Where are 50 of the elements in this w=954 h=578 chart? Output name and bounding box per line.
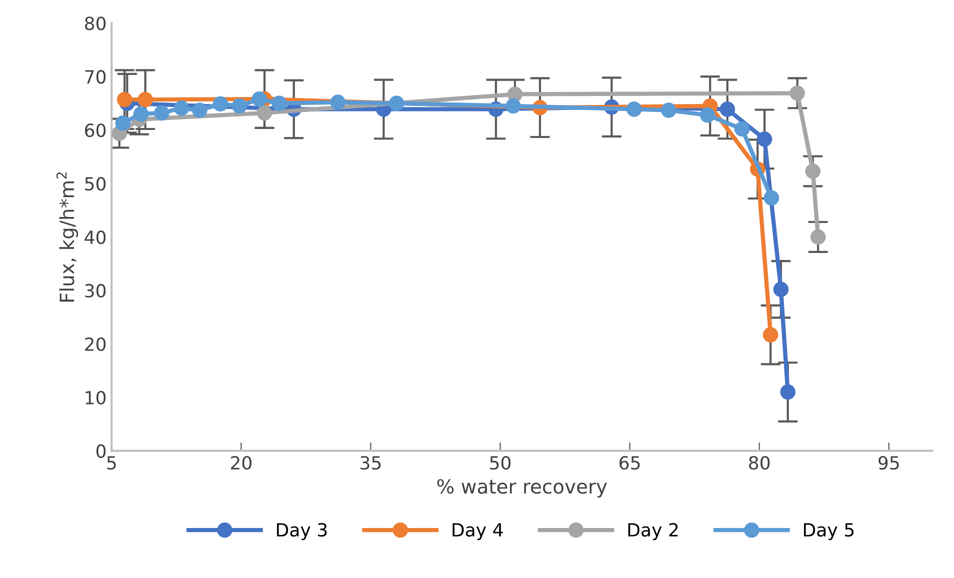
y-tick-label: 30 bbox=[85, 284, 106, 298]
point bbox=[330, 94, 346, 110]
point bbox=[661, 102, 676, 118]
y-tick-label: 50 bbox=[85, 176, 106, 191]
point bbox=[115, 115, 130, 131]
y-tick-label: 70 bbox=[85, 70, 106, 84]
point bbox=[805, 164, 821, 179]
point bbox=[388, 96, 404, 111]
x-tick-label: 50 bbox=[490, 456, 511, 470]
x-tick-label: 5 bbox=[107, 456, 116, 470]
point bbox=[256, 105, 272, 121]
point bbox=[734, 121, 750, 137]
y-tick-label: 60 bbox=[85, 124, 106, 138]
y-tick-label: 20 bbox=[85, 337, 106, 352]
y-tick-label: 0 bbox=[96, 444, 106, 458]
point bbox=[232, 98, 248, 114]
point bbox=[133, 106, 149, 122]
point bbox=[506, 98, 521, 114]
point bbox=[272, 96, 287, 111]
point bbox=[212, 96, 228, 112]
point bbox=[762, 327, 778, 342]
point bbox=[700, 107, 716, 123]
legend-label: Day 4 bbox=[452, 523, 503, 540]
point bbox=[626, 102, 642, 117]
point bbox=[192, 102, 208, 118]
y-tick-label: 80 bbox=[85, 16, 106, 30]
point bbox=[116, 92, 132, 108]
x-tick-label: 35 bbox=[360, 456, 381, 470]
x-tick-label: 65 bbox=[620, 456, 640, 470]
point bbox=[174, 100, 190, 116]
point bbox=[780, 384, 796, 400]
legend-label: Day 3 bbox=[277, 523, 327, 540]
point bbox=[773, 282, 789, 298]
point bbox=[138, 92, 153, 108]
point bbox=[790, 86, 805, 101]
y-axis-title: Flux, kg/h*m$^{2}$ bbox=[56, 172, 78, 302]
y-tick-label: 40 bbox=[84, 230, 106, 244]
x-axis-title: % water recovery bbox=[437, 479, 607, 498]
y-tick-label: 10 bbox=[86, 390, 106, 404]
point bbox=[154, 105, 170, 121]
point bbox=[252, 91, 267, 107]
point bbox=[720, 102, 736, 117]
x-tick-label: 80 bbox=[749, 456, 770, 470]
legend-label: Day 2 bbox=[628, 523, 678, 540]
x-tick-label: 20 bbox=[230, 456, 252, 470]
point bbox=[764, 190, 780, 206]
legend-label: Day 5 bbox=[804, 523, 854, 540]
point bbox=[756, 132, 772, 147]
x-tick-label: 95 bbox=[878, 456, 899, 470]
point bbox=[810, 229, 826, 245]
